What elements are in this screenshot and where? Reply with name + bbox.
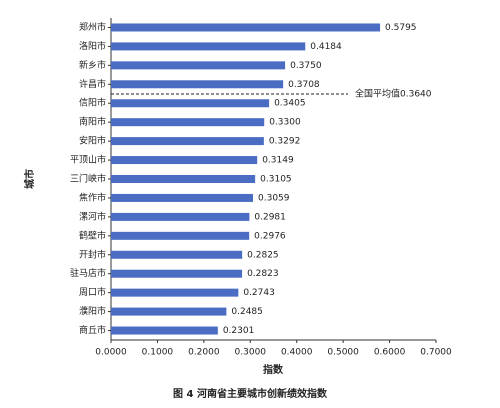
bar — [111, 269, 243, 278]
y-tick-label: 商丘市 — [79, 324, 106, 336]
y-tick-label: 三门峡市 — [70, 173, 106, 185]
value-label: 0.3405 — [274, 99, 306, 109]
y-tick-label: 郑州市 — [79, 21, 106, 33]
y-tick-label: 周口市 — [79, 286, 106, 298]
bar — [111, 80, 284, 89]
annotation: 全国平均值0.3640 — [355, 88, 432, 100]
y-tick-label: 洛阳市 — [79, 40, 106, 52]
y-tick-label: 南阳市 — [79, 116, 106, 128]
x-tick-label: 0.6000 — [374, 348, 406, 358]
y-axis-label: 城市 — [23, 169, 36, 189]
value-label: 0.2301 — [223, 326, 255, 336]
y-tick-label: 安阳市 — [79, 135, 106, 147]
bar — [111, 250, 243, 259]
x-tick-label: 0.5000 — [327, 348, 359, 358]
value-label: 0.3059 — [258, 193, 290, 203]
value-label: 0.2981 — [254, 212, 286, 222]
bar — [111, 288, 239, 297]
value-label: 0.2485 — [231, 307, 263, 317]
value-label: 0.3105 — [260, 175, 292, 185]
y-tick-label: 新乡市 — [79, 59, 106, 71]
bar — [111, 99, 270, 108]
x-tick-label: 0.0000 — [95, 348, 127, 358]
value-label: 0.2743 — [243, 288, 275, 298]
value-label: 0.4184 — [310, 42, 342, 52]
y-tick-label: 焦作市 — [79, 191, 106, 203]
x-tick-label: 0.3000 — [235, 348, 267, 358]
y-tick-label: 鹤壁市 — [79, 229, 106, 241]
value-label: 0.3708 — [288, 80, 320, 90]
value-label: 0.2976 — [254, 231, 286, 241]
bar — [111, 212, 250, 221]
value-label: 0.2825 — [247, 250, 278, 260]
x-tick-label: 0.4000 — [281, 348, 313, 358]
x-tick-label: 0.2000 — [188, 348, 220, 358]
y-tick-label: 平顶山市 — [70, 154, 106, 166]
bar — [111, 231, 250, 240]
bar — [111, 175, 256, 183]
bar — [111, 137, 264, 146]
value-label: 0.3292 — [269, 137, 301, 147]
x-axis-label: 指数 — [263, 363, 284, 376]
value-label: 0.5795 — [385, 23, 417, 33]
y-tick-label: 驻马店市 — [70, 267, 106, 279]
bar — [111, 156, 258, 165]
value-label: 0.3149 — [262, 156, 294, 166]
y-tick-label: 漯河市 — [79, 210, 106, 222]
value-label: 0.3300 — [269, 118, 301, 128]
y-tick-label: 信阳市 — [79, 97, 106, 109]
bar — [111, 118, 265, 127]
bar — [111, 23, 381, 32]
bar — [111, 307, 227, 316]
y-tick-label: 濮阳市 — [79, 305, 106, 317]
value-label: 0.3750 — [290, 61, 322, 71]
bar — [111, 42, 306, 51]
bar — [111, 326, 218, 335]
value-label: 0.2823 — [247, 269, 279, 279]
bar — [111, 61, 286, 70]
x-tick-label: 0.1000 — [142, 348, 174, 358]
caption: 图 4 河南省主要城市创新绩效指数 — [173, 387, 328, 400]
y-tick-label: 许昌市 — [79, 78, 106, 90]
x-tick-label: 0.7000 — [420, 348, 452, 358]
bar — [111, 193, 254, 202]
y-tick-label: 开封市 — [79, 248, 106, 260]
